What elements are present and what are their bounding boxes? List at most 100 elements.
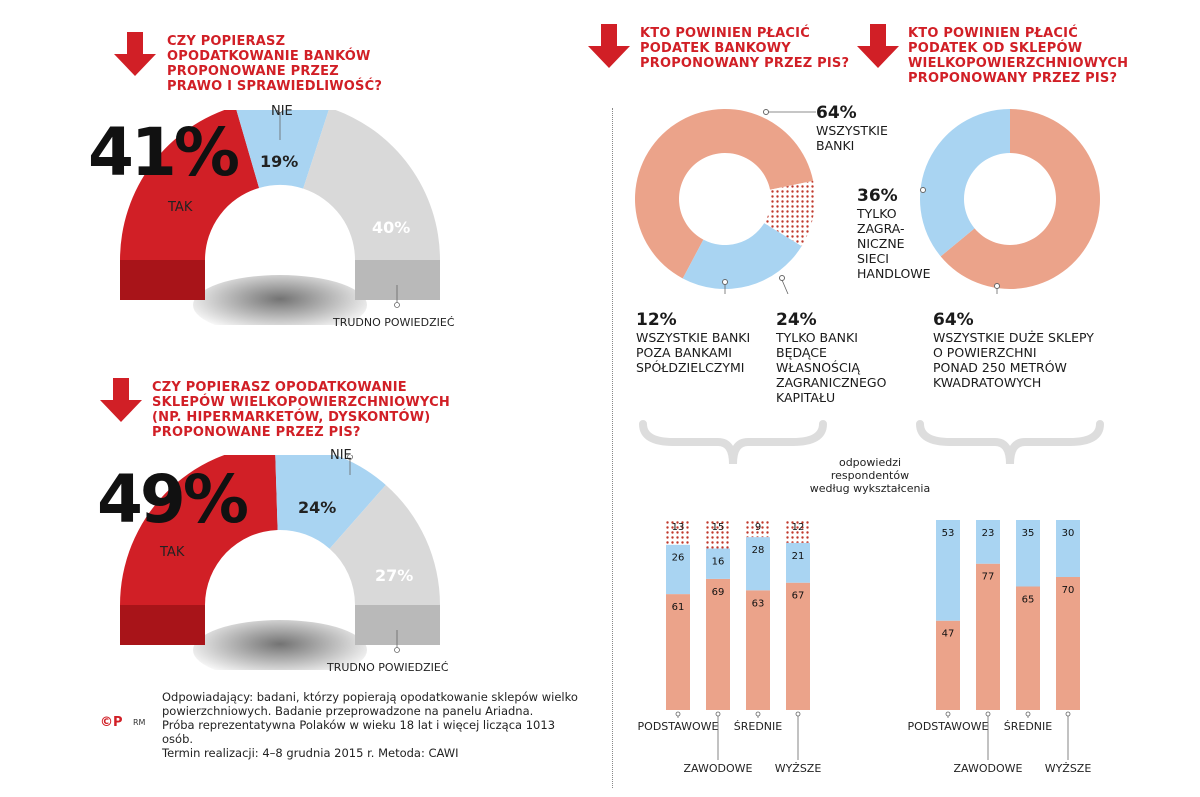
bar-value-label: 28 (752, 545, 765, 556)
tak-percentage: 49% (97, 461, 249, 538)
q3-answer-2: 12% WSZYSTKIE BANKI POZA BANKAMI SPÓŁDZIELC… (636, 310, 751, 376)
bar-value-label: 13 (672, 522, 685, 533)
leader-dot (675, 711, 681, 717)
bar-segment (1016, 586, 1040, 710)
author-initials: RM (133, 718, 146, 727)
bar-value-label: 12 (792, 522, 805, 533)
bar-value-label: 16 (712, 557, 725, 568)
bar-value-label: 61 (672, 602, 685, 613)
wall-tak (120, 605, 205, 645)
bar-value-label: 63 (752, 598, 765, 609)
inner-shadow (193, 620, 367, 670)
donut-slice (682, 223, 802, 289)
category-label: ŚREDNIE (734, 720, 783, 733)
category-label: ZAWODOWE (954, 762, 1023, 775)
tak-percentage: 41% (88, 114, 240, 191)
bar-segment (936, 620, 960, 710)
bar-value-label: 70 (1062, 585, 1075, 596)
bar-segment (786, 520, 810, 543)
nie-percentage: 19% (260, 152, 299, 171)
slice-nie (275, 455, 386, 549)
arrow-down-icon (114, 32, 156, 76)
slice-trudno (329, 484, 440, 605)
category-label: ZAWODOWE (684, 762, 753, 775)
bar-value-label: 77 (982, 572, 995, 583)
leader-dot (985, 711, 991, 717)
nie-percentage: 24% (298, 498, 337, 517)
tak-label: TAK (160, 545, 185, 560)
brace-left (639, 420, 827, 465)
leader-dot (394, 302, 400, 308)
question-2-title: CZY POPIERASZ OPODATKOWANIE SKLEPÓW WIELK… (152, 380, 450, 440)
q4-answer-1: 36% TYLKO ZAGRA- NICZNE SIECI HANDLOWE (857, 186, 931, 282)
donut-chart-4 (920, 109, 1100, 294)
bar-value-label: 26 (672, 553, 685, 564)
bar-segment (746, 520, 770, 538)
bar-segment (666, 594, 690, 710)
wall-trudno (355, 605, 440, 645)
education-caption: odpowiedzi respondentów według wykształcen… (809, 456, 931, 495)
leader-dot (763, 109, 769, 115)
bar-value-label: 65 (1022, 595, 1035, 606)
inner-shadow (193, 275, 367, 325)
bar-segment (1056, 520, 1080, 577)
bar-value-label: 67 (792, 591, 805, 602)
trudno-label: TRUDNO POWIEDZIEĆ (327, 661, 449, 674)
bar-segment (786, 542, 810, 583)
bar-segment (746, 537, 770, 591)
donut-slice (920, 109, 1010, 257)
publisher-logo: ©P (100, 715, 123, 730)
donut-slice (635, 109, 814, 279)
category-label: PODSTAWOWE (638, 720, 719, 733)
leader-dot (715, 711, 721, 717)
category-label: WYŻSZE (1045, 762, 1092, 775)
bar-segment (1016, 520, 1040, 587)
brace-right (916, 420, 1104, 465)
category-label: WYŻSZE (775, 762, 822, 775)
category-label: ŚREDNIE (1004, 720, 1053, 733)
leader-dot (795, 711, 801, 717)
slice-nie (236, 110, 329, 189)
donut-chart-3 (635, 109, 816, 294)
donut-slice (940, 109, 1100, 289)
leader-dot (1065, 711, 1071, 717)
bar-segment (1056, 577, 1080, 710)
leader-dot (1025, 711, 1031, 717)
bar-segment (666, 544, 690, 595)
arrow-down-icon (588, 24, 630, 68)
donut-slice (764, 180, 815, 247)
q3-answer-3: 24% TYLKO BANKI BĘDĄCE WŁASNOŚCIĄ ZAGRANICZN… (776, 310, 887, 406)
bar-value-label: 47 (942, 629, 955, 640)
leader-dot (347, 455, 353, 460)
bar-value-label: 30 (1062, 528, 1075, 539)
bar-segment (746, 590, 770, 710)
nie-label: NIE (271, 104, 293, 119)
half-donut-chart-2 (120, 455, 440, 670)
trudno-percentage: 40% (372, 218, 411, 237)
slice-tak (120, 455, 278, 605)
question-3-title: KTO POWINIEN PŁACIĆ PODATEK BANKOWY PROPON… (640, 26, 850, 71)
bar-segment (706, 578, 730, 710)
bar-segment (976, 563, 1000, 710)
bar-value-label: 53 (942, 528, 955, 539)
slice-tak (120, 110, 260, 260)
wall-trudno (355, 260, 440, 300)
methodology-note: Odpowiadający: badani, którzy popierają … (162, 690, 578, 760)
section-divider (612, 108, 613, 788)
leader-dot (755, 711, 761, 717)
bar-segment (936, 520, 960, 621)
leader-dot (722, 279, 728, 285)
bar-value-label: 69 (712, 587, 725, 598)
leader-line (781, 279, 789, 294)
q3-answer-1: 64% WSZYSTKIE BANKI (816, 103, 888, 154)
leader-dot (394, 647, 400, 653)
nie-label: NIE (330, 448, 352, 463)
education-bar-charts: 61 26 13 PODSTAWOWE 69 16 15 ZAWODOWE 63 28 9 ŚREDN… (638, 520, 1092, 775)
bar-segment (976, 520, 1000, 564)
tak-label: TAK (168, 200, 193, 215)
bar-segment (786, 582, 810, 710)
wall-tak (120, 260, 205, 300)
question-4-title: KTO POWINIEN PŁACIĆ PODATEK OD SKLEPÓW WIE… (908, 26, 1129, 86)
half-donut-chart-1 (120, 110, 440, 325)
leader-dot (994, 283, 1000, 289)
